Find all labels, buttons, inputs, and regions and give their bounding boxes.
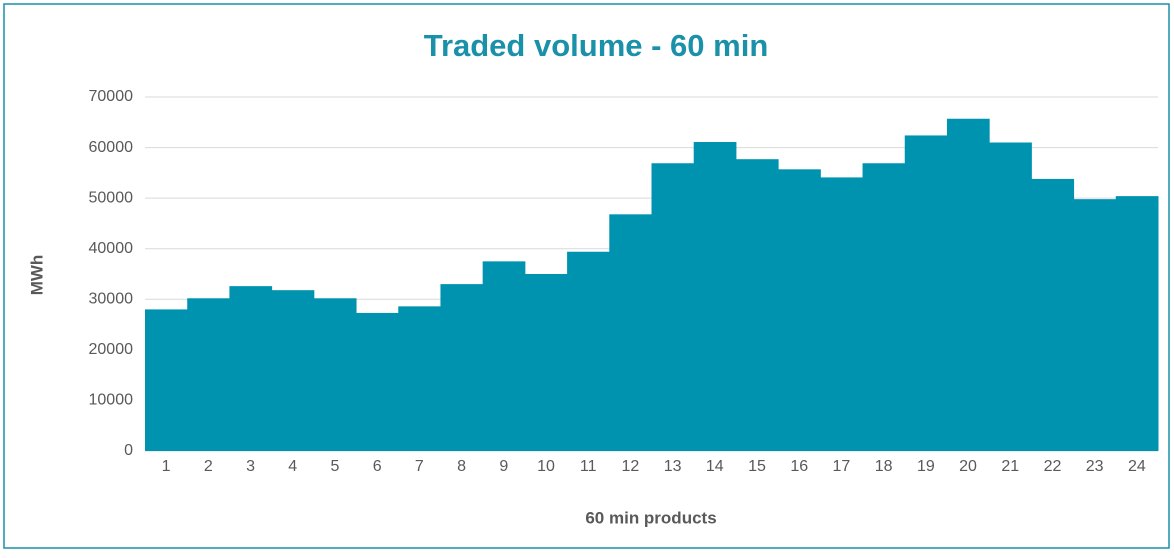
bar bbox=[735, 159, 779, 451]
x-tick-label: 14 bbox=[706, 458, 724, 475]
x-tick-label: 6 bbox=[373, 458, 382, 475]
y-axis-title: MWh bbox=[27, 255, 46, 296]
x-tick-label: 8 bbox=[457, 458, 466, 475]
x-tick-label: 3 bbox=[246, 458, 255, 475]
bar bbox=[398, 306, 441, 451]
x-tick-label: 4 bbox=[288, 458, 297, 475]
x-tick-label: 15 bbox=[748, 458, 766, 475]
bar bbox=[862, 163, 906, 451]
x-tick-label: 18 bbox=[875, 458, 893, 475]
x-tick-label: 12 bbox=[621, 458, 639, 475]
x-tick-label: 21 bbox=[1001, 458, 1019, 475]
y-tick-label: 10000 bbox=[89, 392, 134, 409]
x-tick-label: 23 bbox=[1086, 458, 1104, 475]
bar bbox=[1073, 199, 1117, 451]
x-tick-label: 16 bbox=[790, 458, 808, 475]
bar bbox=[229, 286, 273, 451]
x-tick-label: 22 bbox=[1044, 458, 1062, 475]
x-tick-label: 7 bbox=[415, 458, 424, 475]
bar bbox=[271, 290, 315, 451]
x-tick-label: 1 bbox=[162, 458, 171, 475]
y-tick-label: 30000 bbox=[89, 291, 134, 308]
bar bbox=[145, 309, 188, 451]
bar bbox=[693, 142, 737, 451]
bar bbox=[356, 312, 399, 451]
bar bbox=[567, 251, 610, 451]
x-tick-label: 9 bbox=[499, 458, 508, 475]
bar bbox=[440, 284, 484, 451]
x-tick-label: 13 bbox=[664, 458, 682, 475]
y-tick-label: 50000 bbox=[89, 189, 134, 206]
x-tick-label: 10 bbox=[537, 458, 555, 475]
x-axis-title: 60 min products bbox=[585, 508, 716, 527]
bar bbox=[609, 214, 652, 451]
x-tick-label: 24 bbox=[1128, 458, 1146, 475]
y-tick-label: 20000 bbox=[89, 341, 134, 358]
x-tick-label: 17 bbox=[833, 458, 851, 475]
bar bbox=[904, 135, 948, 452]
bar bbox=[187, 298, 230, 451]
bar bbox=[1031, 178, 1075, 451]
bar bbox=[946, 118, 990, 451]
x-tick-label: 11 bbox=[580, 458, 597, 475]
bar bbox=[482, 261, 526, 451]
chart-title: Traded volume - 60 min bbox=[424, 28, 769, 63]
y-tick-label: 60000 bbox=[89, 139, 134, 156]
bar bbox=[820, 177, 864, 451]
bar bbox=[651, 163, 695, 451]
y-tick-label: 0 bbox=[124, 442, 133, 459]
x-tick-label: 19 bbox=[917, 458, 935, 475]
x-tick-label: 5 bbox=[330, 458, 339, 475]
bar bbox=[1115, 196, 1159, 451]
y-tick-label: 40000 bbox=[89, 240, 134, 257]
y-tick-label: 70000 bbox=[89, 88, 134, 105]
bar bbox=[989, 142, 1032, 451]
bar bbox=[778, 169, 821, 451]
x-tick-label: 2 bbox=[204, 458, 213, 475]
bar bbox=[313, 298, 357, 451]
bar bbox=[524, 274, 568, 451]
x-tick-label: 20 bbox=[959, 458, 977, 475]
